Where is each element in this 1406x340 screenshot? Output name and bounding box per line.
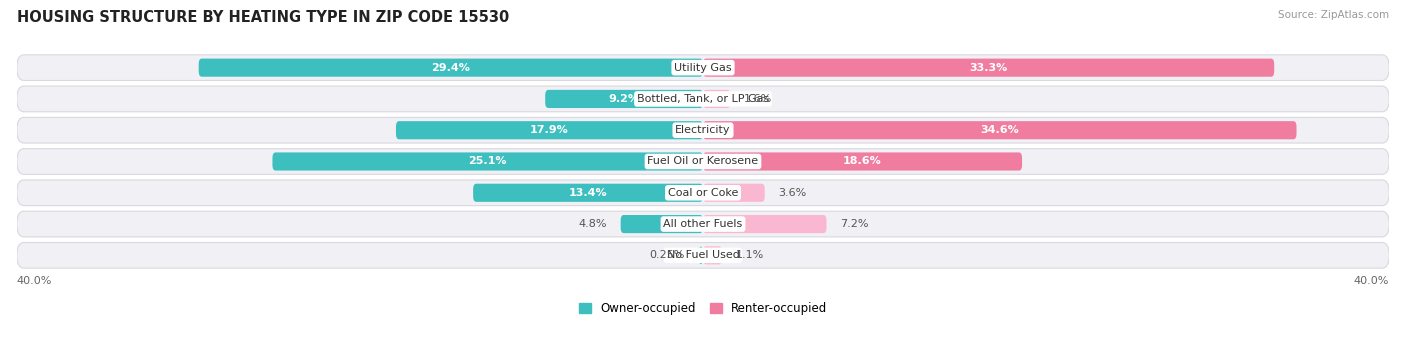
FancyBboxPatch shape xyxy=(699,246,703,265)
FancyBboxPatch shape xyxy=(703,184,765,202)
FancyBboxPatch shape xyxy=(703,246,721,265)
Text: 40.0%: 40.0% xyxy=(17,276,52,286)
Text: 17.9%: 17.9% xyxy=(530,125,569,135)
Text: 0.25%: 0.25% xyxy=(650,250,685,260)
Text: No Fuel Used: No Fuel Used xyxy=(666,250,740,260)
FancyBboxPatch shape xyxy=(703,215,827,233)
FancyBboxPatch shape xyxy=(17,242,1389,268)
Legend: Owner-occupied, Renter-occupied: Owner-occupied, Renter-occupied xyxy=(579,302,827,315)
Text: 25.1%: 25.1% xyxy=(468,156,508,167)
Text: 9.2%: 9.2% xyxy=(609,94,640,104)
Text: 18.6%: 18.6% xyxy=(844,156,882,167)
Text: 1.6%: 1.6% xyxy=(744,94,772,104)
Text: Fuel Oil or Kerosene: Fuel Oil or Kerosene xyxy=(647,156,759,167)
Text: Electricity: Electricity xyxy=(675,125,731,135)
FancyBboxPatch shape xyxy=(17,180,1389,206)
FancyBboxPatch shape xyxy=(396,121,703,139)
Text: Bottled, Tank, or LP Gas: Bottled, Tank, or LP Gas xyxy=(637,94,769,104)
FancyBboxPatch shape xyxy=(17,86,1389,112)
Text: All other Fuels: All other Fuels xyxy=(664,219,742,229)
FancyBboxPatch shape xyxy=(703,58,1274,77)
Text: Coal or Coke: Coal or Coke xyxy=(668,188,738,198)
Text: HOUSING STRUCTURE BY HEATING TYPE IN ZIP CODE 15530: HOUSING STRUCTURE BY HEATING TYPE IN ZIP… xyxy=(17,10,509,25)
Text: 7.2%: 7.2% xyxy=(841,219,869,229)
FancyBboxPatch shape xyxy=(17,55,1389,81)
FancyBboxPatch shape xyxy=(198,58,703,77)
FancyBboxPatch shape xyxy=(17,117,1389,143)
Text: 4.8%: 4.8% xyxy=(578,219,607,229)
Text: 29.4%: 29.4% xyxy=(432,63,470,73)
Text: Utility Gas: Utility Gas xyxy=(675,63,731,73)
FancyBboxPatch shape xyxy=(703,152,1022,171)
FancyBboxPatch shape xyxy=(474,184,703,202)
FancyBboxPatch shape xyxy=(17,149,1389,174)
Text: 3.6%: 3.6% xyxy=(779,188,807,198)
FancyBboxPatch shape xyxy=(17,211,1389,237)
Text: 33.3%: 33.3% xyxy=(970,63,1008,73)
FancyBboxPatch shape xyxy=(273,152,703,171)
Text: 1.1%: 1.1% xyxy=(735,250,763,260)
FancyBboxPatch shape xyxy=(703,90,731,108)
FancyBboxPatch shape xyxy=(703,121,1296,139)
Text: 40.0%: 40.0% xyxy=(1354,276,1389,286)
FancyBboxPatch shape xyxy=(546,90,703,108)
Text: 13.4%: 13.4% xyxy=(569,188,607,198)
Text: 34.6%: 34.6% xyxy=(980,125,1019,135)
Text: Source: ZipAtlas.com: Source: ZipAtlas.com xyxy=(1278,10,1389,20)
FancyBboxPatch shape xyxy=(620,215,703,233)
